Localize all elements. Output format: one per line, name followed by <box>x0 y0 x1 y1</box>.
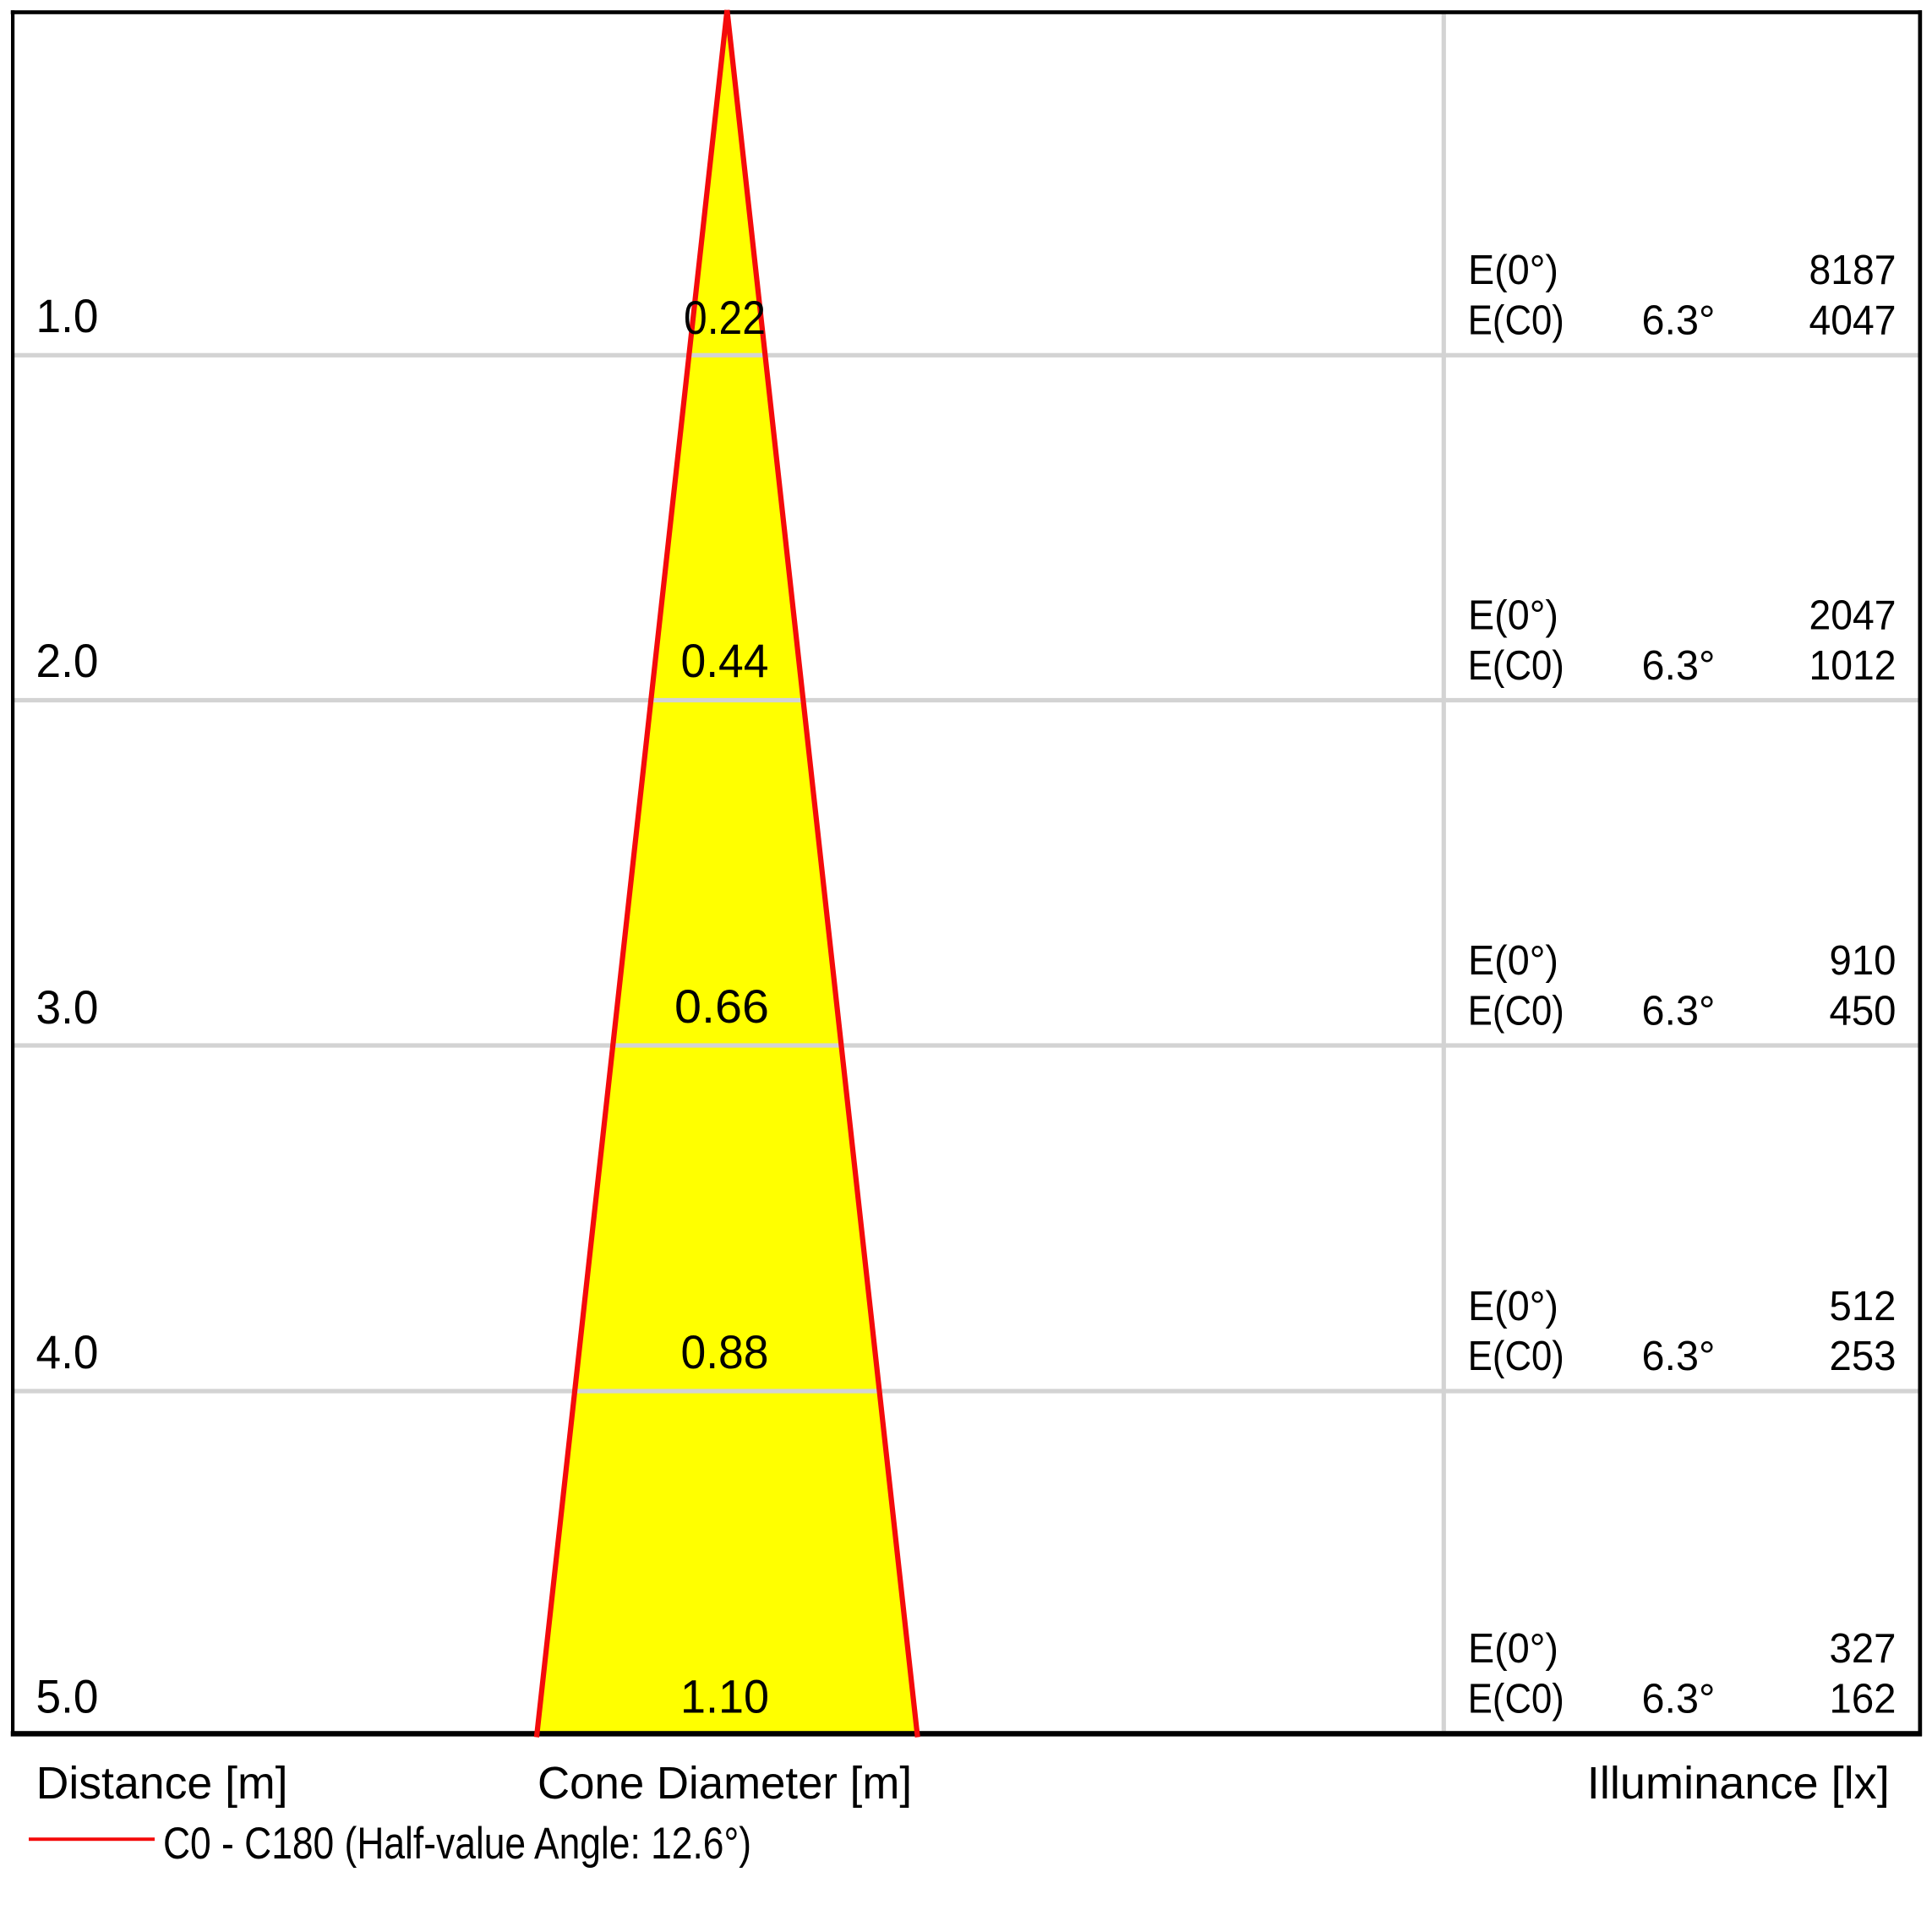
svg-text:E(0°): E(0°) <box>1468 938 1558 984</box>
svg-text:Illuminance [lx]: Illuminance [lx] <box>1587 1758 1890 1809</box>
svg-text:1.0: 1.0 <box>36 290 99 342</box>
svg-text:253: 253 <box>1830 1334 1897 1379</box>
svg-text:910: 910 <box>1830 938 1897 984</box>
svg-text:1012: 1012 <box>1809 643 1897 689</box>
svg-text:0.44: 0.44 <box>681 635 769 687</box>
svg-text:2.0: 2.0 <box>36 635 99 687</box>
svg-text:6.3°: 6.3° <box>1642 1677 1716 1722</box>
svg-text:E(0°): E(0°) <box>1468 1626 1558 1672</box>
svg-text:1.10: 1.10 <box>680 1671 769 1723</box>
svg-text:0.66: 0.66 <box>674 980 769 1033</box>
svg-text:4047: 4047 <box>1809 298 1897 344</box>
svg-text:E(C0): E(C0) <box>1468 643 1564 689</box>
svg-text:E(C0): E(C0) <box>1468 989 1564 1034</box>
svg-text:512: 512 <box>1830 1284 1897 1329</box>
svg-text:6.3°: 6.3° <box>1642 643 1716 689</box>
svg-text:E(0°): E(0°) <box>1468 248 1558 293</box>
svg-text:6.3°: 6.3° <box>1642 1334 1716 1379</box>
svg-text:E(0°): E(0°) <box>1468 1284 1558 1329</box>
svg-text:E(C0): E(C0) <box>1468 1334 1564 1379</box>
svg-text:Cone Diameter [m]: Cone Diameter [m] <box>538 1758 912 1809</box>
svg-text:E(C0): E(C0) <box>1468 298 1564 344</box>
svg-text:327: 327 <box>1830 1626 1897 1672</box>
svg-text:6.3°: 6.3° <box>1642 989 1716 1034</box>
svg-text:2047: 2047 <box>1809 593 1897 639</box>
svg-text:0.88: 0.88 <box>681 1326 769 1378</box>
svg-text:4.0: 4.0 <box>36 1326 99 1378</box>
svg-text:C0 - C180 (Half-value Angle: 1: C0 - C180 (Half-value Angle: 12.6°) <box>163 1819 751 1869</box>
svg-text:3.0: 3.0 <box>36 981 99 1034</box>
svg-text:8187: 8187 <box>1809 248 1897 293</box>
svg-text:E(C0): E(C0) <box>1468 1677 1564 1722</box>
svg-text:5.0: 5.0 <box>36 1671 99 1723</box>
svg-text:162: 162 <box>1830 1677 1897 1722</box>
svg-text:0.22: 0.22 <box>684 292 766 344</box>
svg-text:E(0°): E(0°) <box>1468 593 1558 639</box>
svg-text:450: 450 <box>1830 989 1897 1034</box>
svg-text:6.3°: 6.3° <box>1642 298 1716 344</box>
svg-text:Distance [m]: Distance [m] <box>36 1758 288 1809</box>
